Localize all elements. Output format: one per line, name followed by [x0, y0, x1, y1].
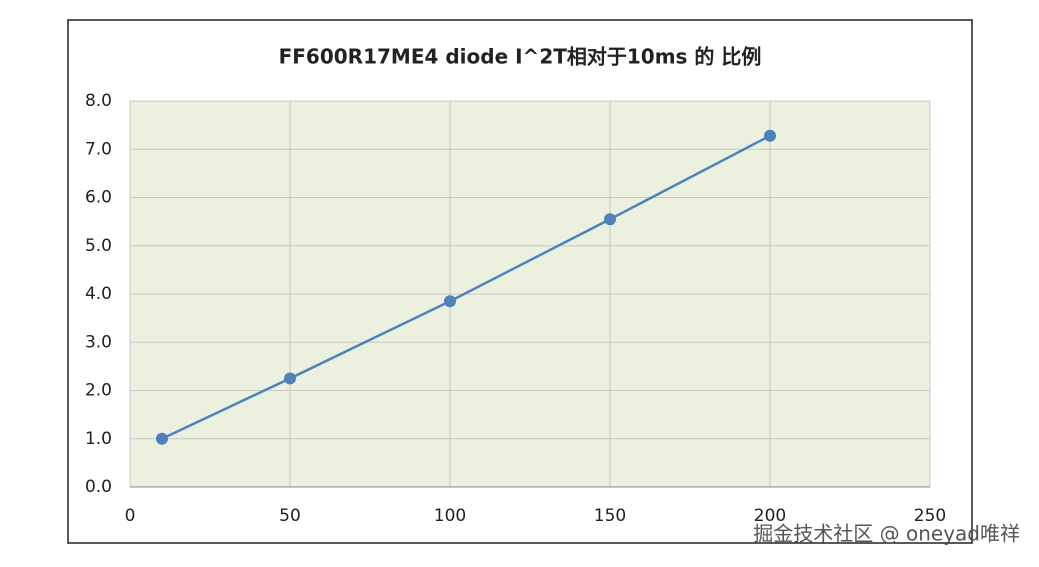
y-tick-label: 2.0 [85, 381, 112, 401]
y-tick-label: 6.0 [85, 188, 112, 208]
data-point [156, 432, 168, 445]
x-tick-label: 250 [914, 506, 946, 526]
chart-title: FF600R17ME4 diode I^2T相对于10ms 的 比例 [279, 45, 762, 69]
watermark: 掘金技术社区 @ oneyad唯祥 [753, 522, 1020, 546]
x-tick-label: 50 [279, 506, 301, 526]
y-tick-label: 7.0 [85, 139, 112, 159]
x-tick-label: 150 [594, 506, 626, 526]
data-point [444, 295, 456, 308]
x-tick-label: 0 [125, 506, 136, 526]
y-tick-label: 4.0 [85, 284, 112, 304]
y-tick-label: 1.0 [85, 429, 112, 449]
y-tick-label: 5.0 [85, 236, 112, 256]
y-tick-label: 8.0 [85, 91, 112, 111]
data-point [764, 129, 776, 142]
y-tick-label: 3.0 [85, 332, 112, 352]
x-tick-label: 200 [754, 506, 786, 526]
x-tick-label: 100 [434, 506, 466, 526]
data-point [604, 213, 616, 226]
data-point [284, 372, 296, 385]
y-tick-label: 0.0 [85, 477, 112, 497]
